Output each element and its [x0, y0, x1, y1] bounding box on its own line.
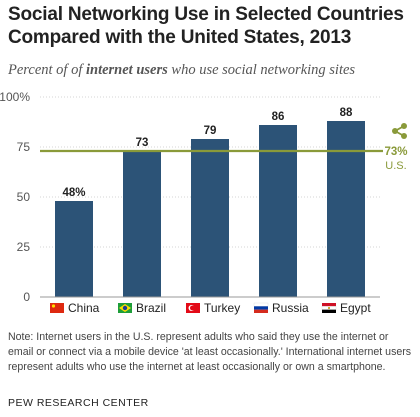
x-tick-label-china: China: [68, 301, 100, 315]
china-flag-star: [51, 304, 56, 308]
brazil-flag-icon: [118, 303, 132, 313]
bar-egypt: [327, 121, 365, 297]
bar-turkey: [191, 139, 229, 297]
share-icon-node-left: [392, 128, 398, 134]
y-tick-label-75: 75: [17, 140, 31, 154]
brazil-flag-globe: [122, 305, 128, 311]
turkey-flag-crescent-inner: [190, 305, 195, 311]
bar-value-label-china: 48%: [62, 187, 85, 199]
subtitle-part-1: Percent of of: [8, 62, 86, 78]
russia-flag-white: [253, 302, 269, 307]
egypt-flag-icon: [321, 303, 337, 313]
y-tick-label-25: 25: [17, 240, 31, 254]
share-icon: [392, 123, 407, 139]
russia-flag-red: [254, 309, 268, 313]
bar-value-label-egypt: 88: [340, 107, 353, 119]
y-tick-label-50: 50: [17, 190, 31, 204]
bar-brazil: [123, 151, 161, 297]
bar-china: [55, 201, 93, 297]
y-tick-label-100: 100%: [0, 90, 30, 104]
bar-chart: 0 25 50 75 100% 48% 73 79 86 88 China Brazil Turkey R…: [0, 90, 408, 315]
egypt-flag-eagle: [328, 307, 330, 309]
share-icon-node-top: [401, 123, 407, 129]
bar-value-label-brazil: 73: [136, 137, 149, 149]
y-tick-label-0: 0: [23, 290, 30, 304]
subtitle-emphasis: internet users: [85, 62, 168, 78]
russia-flag-icon: [253, 302, 269, 313]
share-icon-node-bottom: [401, 133, 407, 139]
turkey-flag-icon: [186, 303, 200, 313]
bar-russia: [259, 125, 297, 297]
source-credit: PEW RESEARCH CENTER: [8, 397, 149, 409]
egypt-flag-black: [322, 309, 336, 313]
russia-flag-blue: [254, 306, 268, 310]
x-tick-label-russia: Russia: [272, 301, 309, 315]
us-reference-label: U.S.: [385, 160, 406, 172]
egypt-flag-red: [322, 303, 336, 307]
x-tick-label-brazil: Brazil: [136, 301, 166, 315]
bar-value-label-russia: 86: [272, 111, 285, 123]
bar-value-label-turkey: 79: [204, 125, 217, 137]
x-tick-label-egypt: Egypt: [340, 301, 371, 315]
subtitle-part-2: who use social networking sites: [167, 62, 356, 78]
chart-subtitle: Percent of of internet users who use soc…: [8, 62, 355, 79]
china-flag-field: [50, 303, 64, 313]
china-flag-icon: [50, 303, 64, 313]
us-reference-value: 73%: [384, 146, 407, 158]
x-tick-label-turkey: Turkey: [204, 301, 240, 315]
footnote: Note: Internet users in the U.S. represe…: [8, 331, 412, 373]
chart-title: Social Networking Use in Selected Countr…: [8, 4, 404, 48]
